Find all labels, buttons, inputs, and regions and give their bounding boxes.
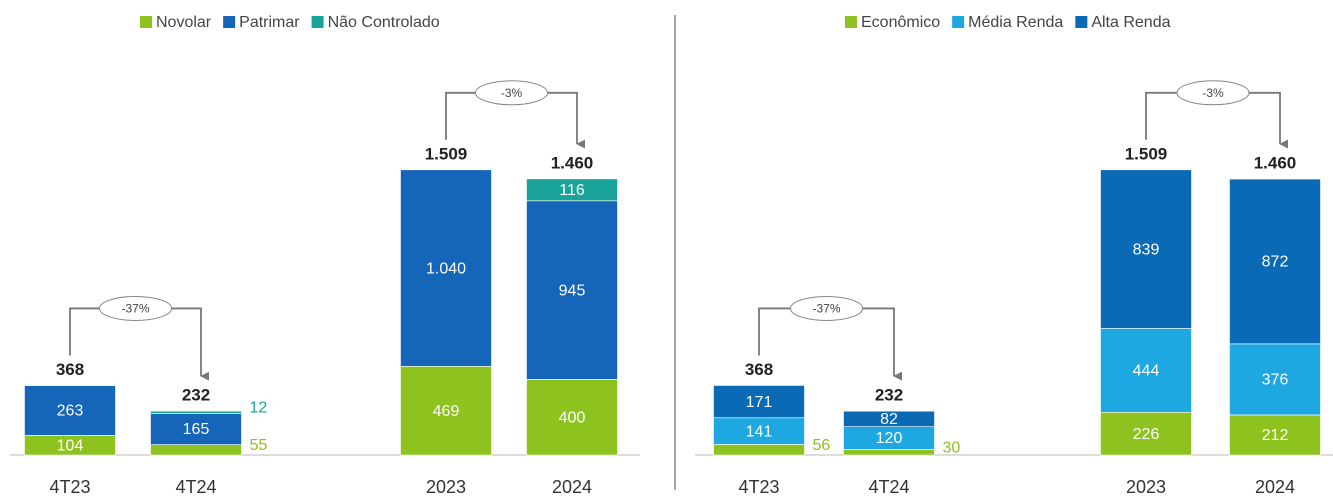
data-label: 400	[559, 409, 586, 426]
bar-segment	[1229, 343, 1321, 416]
data-label: 376	[1262, 372, 1289, 389]
legend-label: Média Renda	[968, 14, 1063, 31]
data-label: 56	[813, 437, 831, 454]
total-label: 1.509	[1125, 144, 1168, 163]
data-label: 165	[183, 421, 210, 438]
total-label: 368	[745, 360, 773, 379]
annotation-bubble	[475, 80, 548, 106]
legend-swatch	[311, 16, 324, 28]
x-tick-label: 2023	[426, 477, 466, 497]
data-label: 263	[57, 403, 84, 420]
bar-segment	[843, 410, 935, 427]
legend-swatch	[845, 16, 857, 28]
annotation: -3%	[501, 86, 523, 100]
legend-swatch	[140, 16, 152, 28]
bar-segment	[713, 385, 805, 419]
legend-swatch	[952, 16, 965, 28]
bar-segment	[150, 410, 242, 414]
annotation: -37%	[121, 302, 149, 316]
legend-label: Não Controlado	[328, 14, 440, 31]
bar-segment	[24, 385, 116, 436]
legend-label: Alta Renda	[1091, 14, 1170, 31]
legend-label: Econômico	[861, 14, 940, 31]
data-label: 82	[880, 411, 898, 428]
data-label: 120	[876, 430, 903, 447]
bar-segment	[1100, 169, 1192, 329]
x-tick-label: 2024	[552, 477, 592, 497]
total-label: 368	[56, 360, 84, 379]
bar-segment	[526, 178, 618, 202]
annotation-bubble	[790, 295, 863, 321]
total-label: 232	[875, 386, 903, 405]
total-label: 1.460	[551, 154, 594, 173]
data-label: 469	[433, 403, 460, 420]
data-label: 30	[943, 439, 961, 456]
x-tick-label: 2024	[1255, 477, 1295, 497]
annotation-bubble	[1176, 80, 1250, 106]
data-label: 104	[57, 437, 84, 454]
bar-segment	[400, 169, 492, 367]
data-label: 55	[250, 437, 268, 454]
total-label: 1.509	[425, 144, 468, 163]
data-label: 12	[250, 400, 268, 417]
total-label: 232	[182, 386, 210, 405]
legend-label: Novolar	[156, 14, 212, 31]
bar-segment	[1229, 178, 1321, 345]
data-label: 226	[1133, 426, 1160, 443]
annotation: -37%	[812, 302, 840, 316]
x-tick-label: 4T23	[738, 477, 779, 497]
data-label: 1.040	[426, 260, 466, 277]
bar-segment	[713, 444, 805, 456]
bar-segment	[843, 449, 935, 456]
data-label: 945	[559, 282, 586, 299]
x-tick-label: 4T24	[175, 477, 216, 497]
annotation: -3%	[1202, 86, 1224, 100]
legend-swatch	[1075, 16, 1088, 28]
x-tick-label: 4T24	[868, 477, 909, 497]
data-label: 872	[1262, 254, 1289, 271]
data-label: 444	[1133, 363, 1160, 380]
data-label: 141	[746, 423, 773, 440]
legend-swatch	[223, 16, 236, 28]
bar-segment	[150, 413, 242, 445]
x-tick-label: 2023	[1126, 477, 1166, 497]
bar-segment	[1100, 411, 1192, 456]
data-label: 116	[559, 182, 585, 199]
total-label: 1.460	[1254, 154, 1297, 173]
annotation-bubble	[99, 295, 172, 321]
x-tick-label: 4T23	[49, 477, 90, 497]
data-label: 839	[1133, 241, 1160, 258]
data-label: 171	[746, 394, 773, 411]
data-label: 212	[1262, 427, 1289, 444]
legend-label: Patrimar	[239, 14, 300, 31]
bar-segment	[1100, 328, 1192, 413]
bar-segment	[150, 444, 242, 456]
